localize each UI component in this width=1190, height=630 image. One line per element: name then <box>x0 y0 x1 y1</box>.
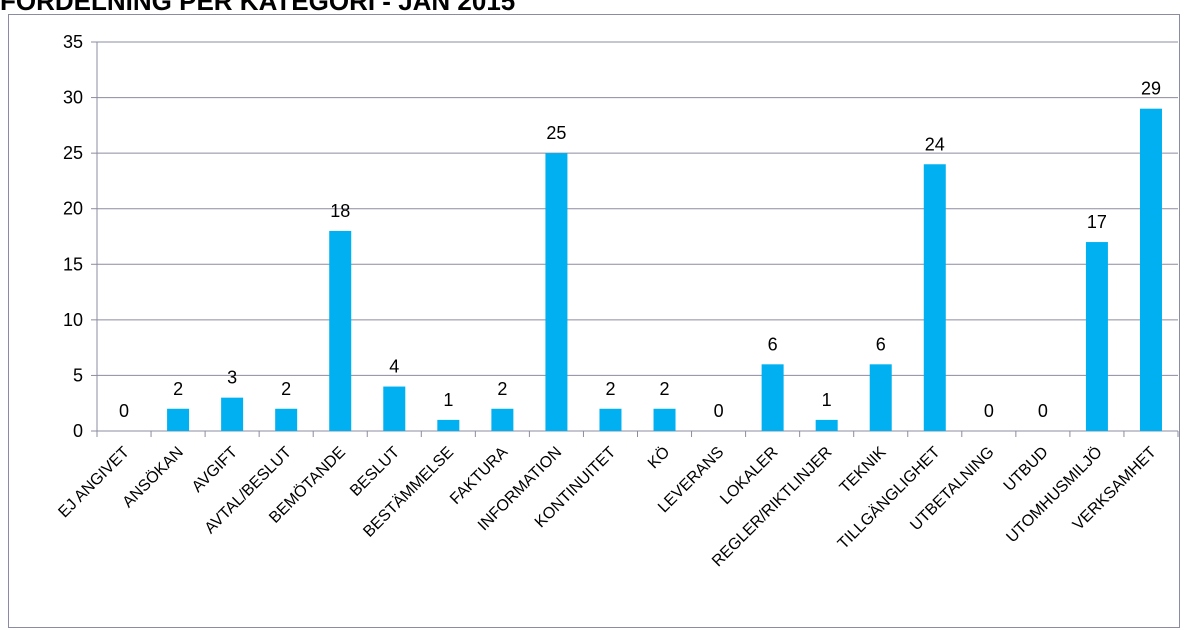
y-tick-label: 20 <box>63 199 83 219</box>
bar <box>1085 242 1108 431</box>
data-label: 29 <box>1141 79 1161 99</box>
data-label: 0 <box>714 401 724 421</box>
y-tick-label: 15 <box>63 254 83 274</box>
bar <box>653 408 676 431</box>
x-category-label: TEKNIK <box>837 444 890 497</box>
bar <box>815 419 838 431</box>
x-category-label: BESTÄMMELSE <box>360 443 458 541</box>
bar <box>437 419 460 431</box>
data-label: 6 <box>876 334 886 354</box>
bar <box>545 153 568 431</box>
bar <box>869 364 892 431</box>
bar <box>923 164 946 431</box>
data-label: 2 <box>497 379 507 399</box>
y-tick-label: 5 <box>73 365 83 385</box>
bar <box>761 364 784 431</box>
data-label: 6 <box>768 334 778 354</box>
bar <box>221 397 244 431</box>
bar <box>383 386 406 431</box>
data-label: 3 <box>227 368 237 388</box>
data-label: 25 <box>546 123 566 143</box>
bar <box>1139 108 1162 431</box>
data-label: 0 <box>1038 401 1048 421</box>
bar <box>491 408 514 431</box>
x-category-label: TILLGÄNGLIGHET <box>834 443 944 553</box>
data-label: 4 <box>389 357 399 377</box>
data-label: 24 <box>925 134 945 154</box>
x-category-label: EJ ANGIVET <box>55 444 133 522</box>
chart-title: FÖRDELNING PER KATEGORI - JAN 2015 <box>0 0 516 16</box>
y-tick-label: 30 <box>63 88 83 108</box>
data-label: 1 <box>822 390 832 410</box>
y-tick-label: 25 <box>63 143 83 163</box>
data-label: 17 <box>1087 212 1107 232</box>
x-category-label: BESLUT <box>347 444 403 500</box>
bar <box>329 230 352 431</box>
x-category-label: AVGIFT <box>189 444 241 496</box>
data-label: 0 <box>119 401 129 421</box>
data-label: 2 <box>281 379 291 399</box>
data-label: 2 <box>605 379 615 399</box>
bar <box>167 408 190 431</box>
bar <box>275 408 298 431</box>
data-label: 1 <box>443 390 453 410</box>
data-label: 0 <box>984 401 994 421</box>
x-category-label: UTOMHUSMILJÖ <box>1003 443 1106 546</box>
bars <box>167 108 1162 431</box>
x-category-label: UTBUD <box>1001 444 1052 495</box>
data-label: 18 <box>330 201 350 221</box>
data-label: 2 <box>660 379 670 399</box>
chart-frame <box>8 14 1180 628</box>
y-tick-labels: 0 5 10 15 20 25 30 35 <box>63 32 83 441</box>
gridlines <box>97 41 1178 376</box>
bar <box>599 408 622 431</box>
data-label: 2 <box>173 379 183 399</box>
y-tick-label: 0 <box>73 421 83 441</box>
x-category-label: KÖ <box>644 443 673 472</box>
axes <box>91 41 1179 437</box>
y-tick-label: 10 <box>63 310 83 330</box>
y-tick-label: 35 <box>63 32 83 52</box>
